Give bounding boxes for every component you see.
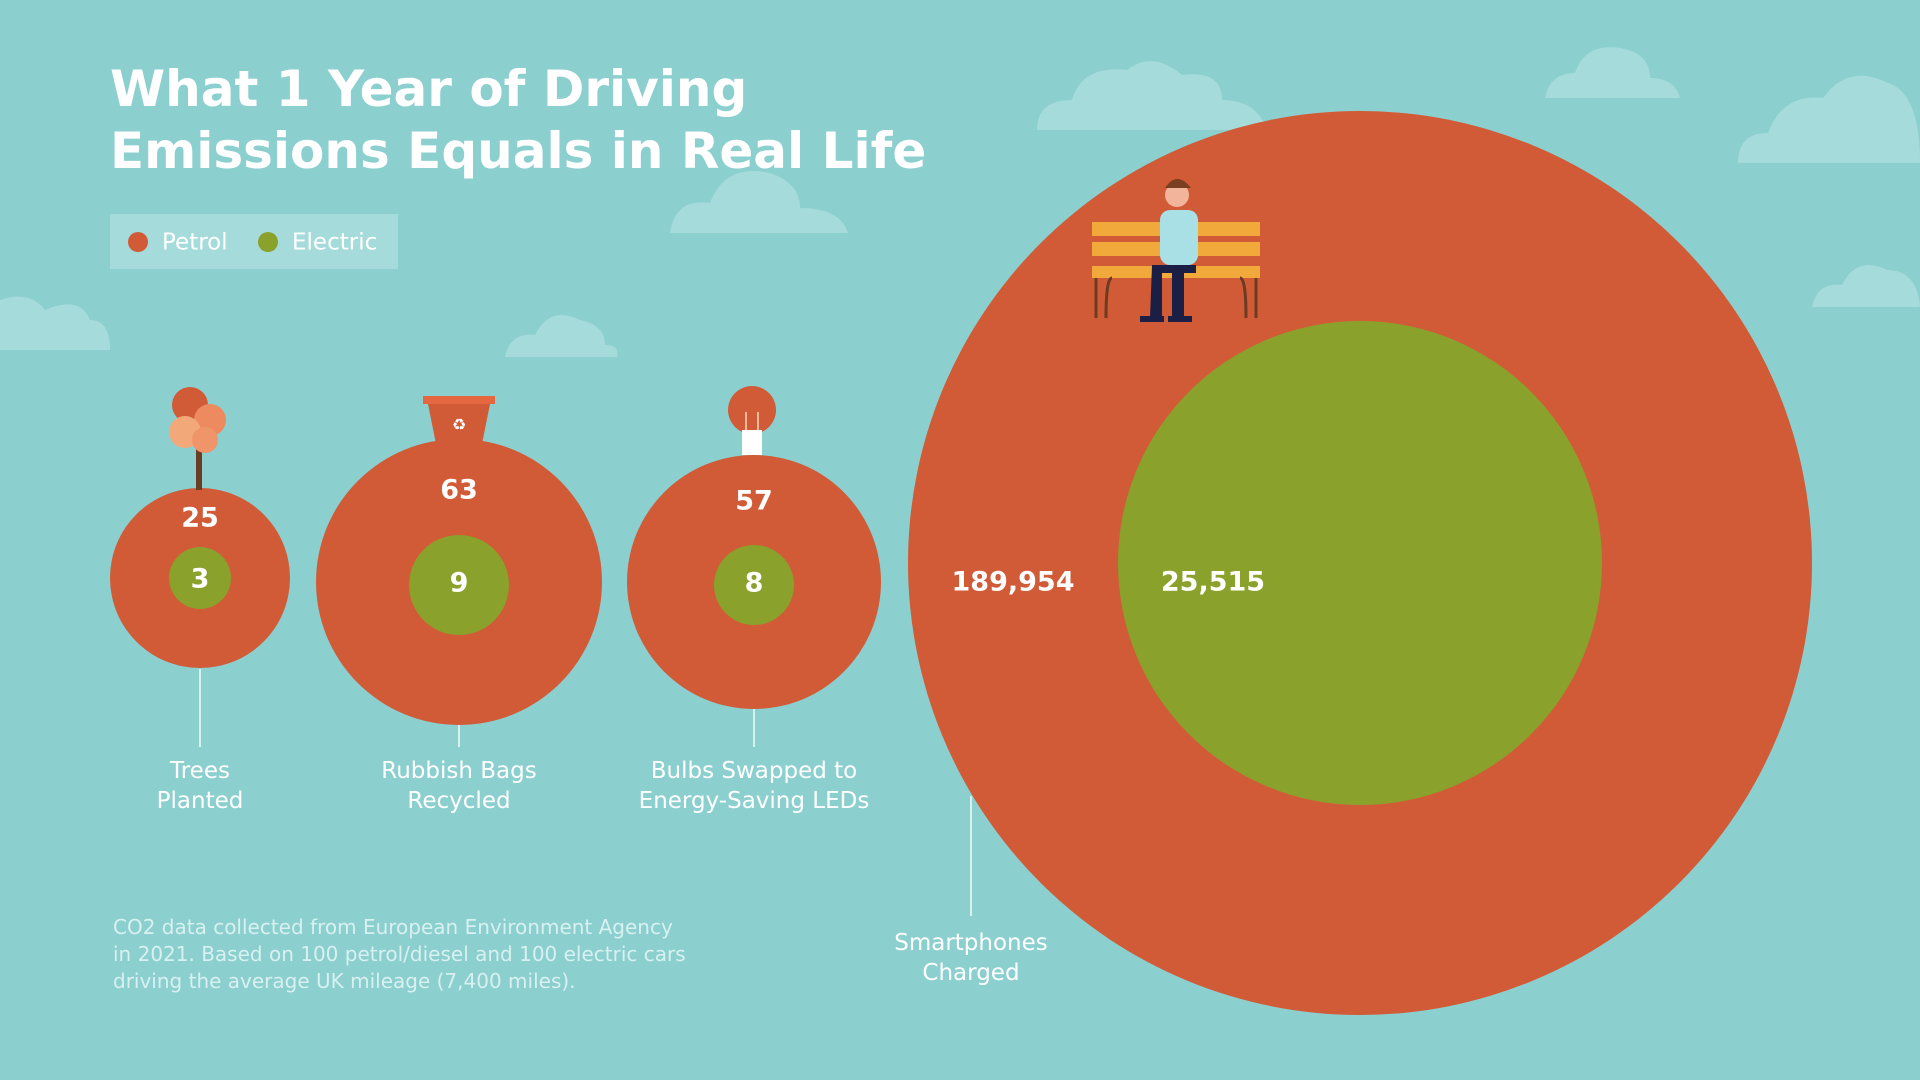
item-label: Energy-Saving LEDs — [639, 788, 870, 814]
electric-value: 25,515 — [1161, 567, 1265, 598]
item-label: Bulbs Swapped to — [651, 758, 858, 784]
petrol-value: 63 — [440, 475, 478, 506]
title: Emissions Equals in Real Life — [110, 122, 926, 180]
clouds — [0, 47, 1920, 357]
petrol-value: 25 — [181, 503, 219, 534]
electric-value: 3 — [191, 564, 210, 595]
electric-value: 9 — [450, 568, 469, 599]
footnote: in 2021. Based on 100 petrol/diesel and … — [113, 942, 686, 966]
tree-icon — [169, 387, 226, 490]
legend-swatch — [258, 232, 278, 252]
item-label: Charged — [922, 960, 1019, 986]
electric-circle — [1118, 321, 1602, 805]
legend-box — [110, 214, 398, 269]
legend-label: Petrol — [162, 230, 228, 256]
item-label: Recycled — [407, 788, 510, 814]
electric-circle — [714, 545, 794, 625]
footnote: CO2 data collected from European Environ… — [113, 915, 673, 939]
electric-circle — [169, 547, 231, 609]
bench-icon — [1092, 179, 1260, 322]
item-label: Planted — [157, 788, 244, 814]
legend-label: Electric — [292, 230, 377, 256]
svg-text:♻: ♻ — [452, 415, 466, 434]
petrol-value: 189,954 — [952, 567, 1075, 598]
electric-circle — [409, 535, 509, 635]
legend-swatch — [128, 232, 148, 252]
footnote: driving the average UK mileage (7,400 mi… — [113, 969, 576, 993]
petrol-value: 57 — [735, 486, 773, 517]
item-label: Smartphones — [894, 930, 1048, 956]
title: What 1 Year of Driving — [110, 60, 747, 118]
bulb-icon — [728, 386, 776, 455]
electric-value: 8 — [745, 568, 764, 599]
bin-icon: ♻ — [423, 396, 495, 444]
item-label: Rubbish Bags — [381, 758, 536, 784]
item-label: Trees — [169, 758, 230, 784]
